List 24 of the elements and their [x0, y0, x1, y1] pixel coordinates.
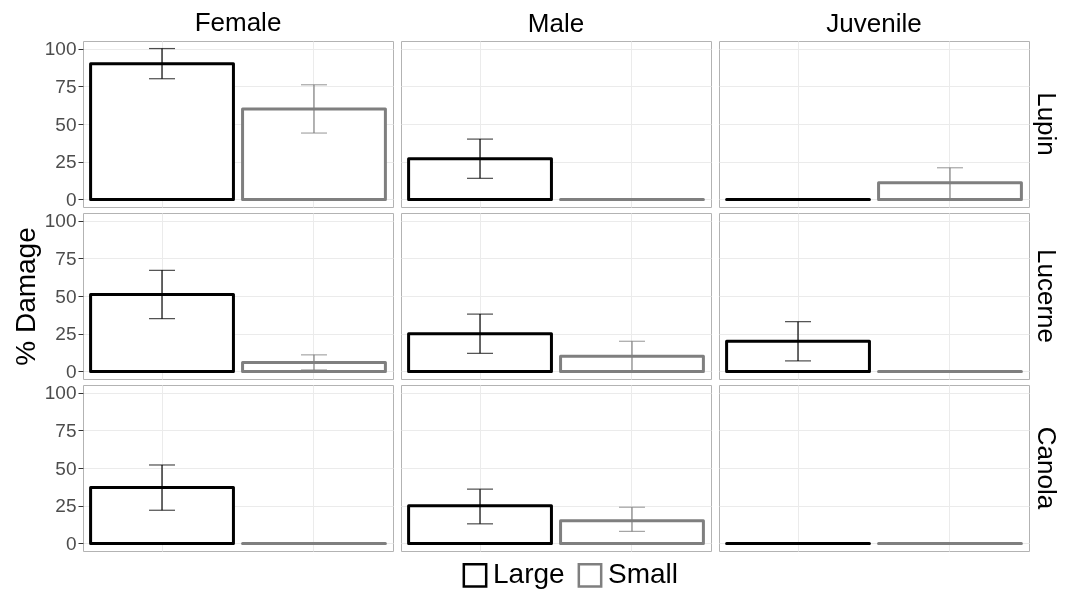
y-tick-label: 0 [65, 532, 77, 554]
y-tick-label: 0 [65, 188, 77, 210]
y-tick-label: 50 [55, 457, 77, 479]
y-tick-label: 25 [55, 495, 77, 517]
y-tick-label: 100 [44, 210, 77, 232]
y-tick-label: 100 [44, 38, 77, 60]
x-tick-label: Juvenile [826, 8, 922, 38]
y-tick-label: 100 [44, 382, 77, 404]
legend-label: Small [608, 558, 679, 590]
annotation: Lucerne [1032, 249, 1062, 343]
legend-label: Large [493, 558, 565, 590]
y-tick-label: 75 [55, 75, 77, 97]
y-axis-title: % Damage [9, 227, 41, 366]
y-tick-label: 25 [55, 323, 77, 345]
annotation: Canola [1032, 426, 1062, 510]
y-tick-label: 50 [55, 113, 77, 135]
x-tick-label: Female [194, 6, 282, 37]
y-tick-label: 0 [65, 360, 77, 382]
y-tick-label: 50 [55, 285, 77, 307]
y-tick-label: 25 [55, 151, 77, 173]
y-tick-label: 75 [55, 419, 77, 441]
x-tick-label: Male [527, 8, 585, 38]
annotation: Lupin [1032, 92, 1062, 156]
y-tick-label: 75 [55, 247, 77, 269]
